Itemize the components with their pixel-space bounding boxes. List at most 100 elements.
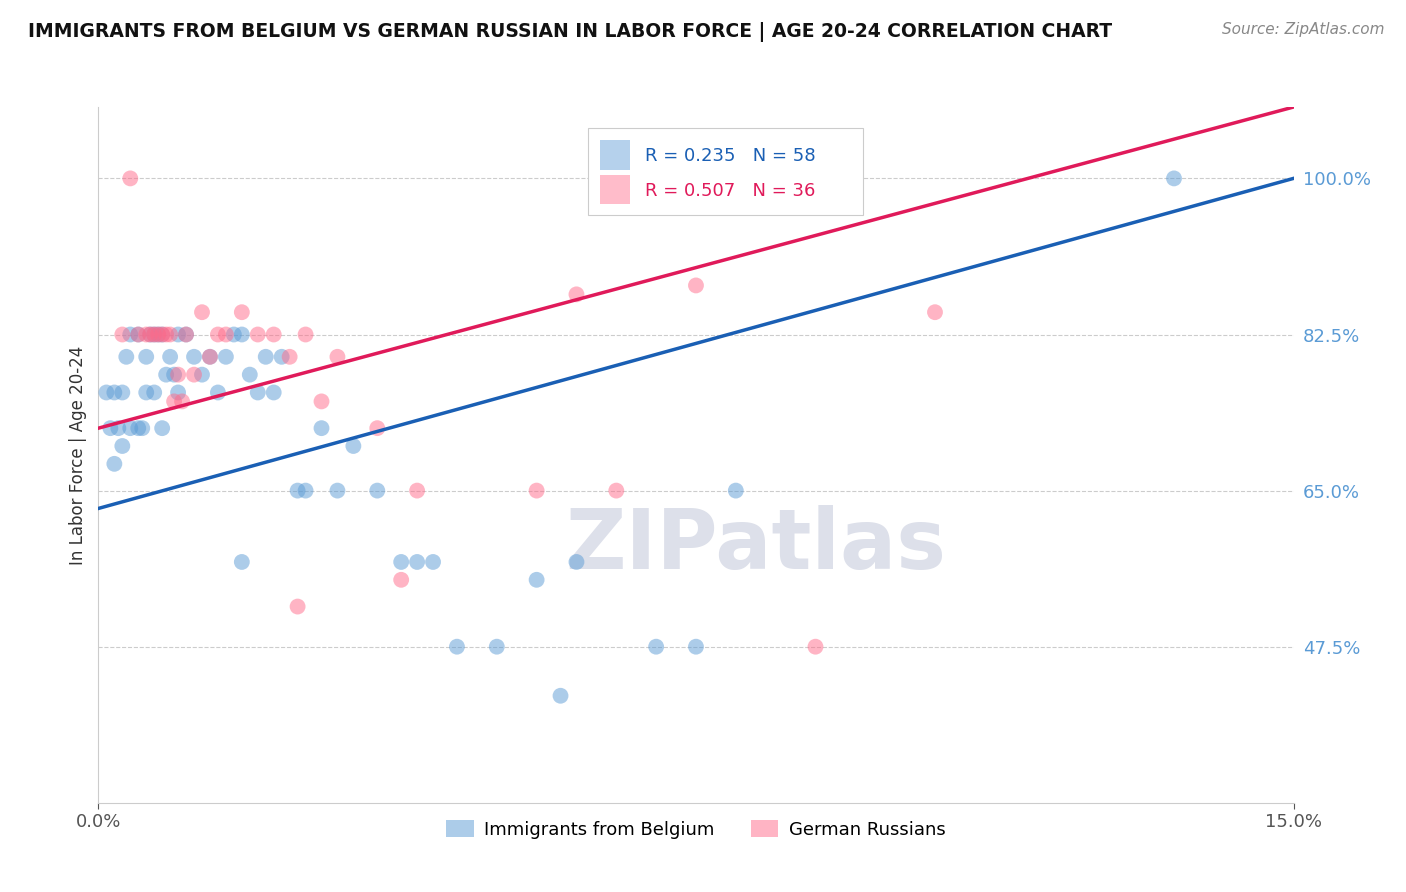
Point [135,327,157,342]
Point [111,385,134,400]
Point [215,327,238,342]
Point [326,483,349,498]
Point [191,368,214,382]
Point [231,305,253,319]
FancyBboxPatch shape [589,128,863,215]
Point [724,483,747,498]
Point [191,305,214,319]
Point [526,573,548,587]
Text: ZIPatlas: ZIPatlas [565,505,946,586]
Point [135,350,157,364]
Point [605,483,627,498]
Point [155,327,177,342]
Point [155,368,177,382]
Point [685,640,707,654]
Point [270,350,292,364]
Point [326,350,349,364]
Point [159,350,181,364]
Point [263,385,285,400]
Point [246,385,269,400]
Point [148,327,170,342]
Point [127,421,149,435]
Point [163,394,186,409]
Point [231,555,253,569]
Point [422,555,444,569]
Text: R = 0.507   N = 36: R = 0.507 N = 36 [644,182,815,200]
Point [294,483,316,498]
Text: IMMIGRANTS FROM BELGIUM VS GERMAN RUSSIAN IN LABOR FORCE | AGE 20-24 CORRELATION: IMMIGRANTS FROM BELGIUM VS GERMAN RUSSIA… [28,22,1112,42]
Y-axis label: In Labor Force | Age 20-24: In Labor Force | Age 20-24 [69,345,87,565]
Point [167,385,190,400]
Point [924,305,946,319]
Point [120,421,142,435]
Point [389,555,412,569]
Point [150,421,173,435]
Point [143,385,166,400]
Text: Source: ZipAtlas.com: Source: ZipAtlas.com [1222,22,1385,37]
Point [159,327,181,342]
Point [526,483,548,498]
Point [143,327,166,342]
Point [231,327,253,342]
Point [163,368,186,382]
Point [139,327,162,342]
Point [167,368,190,382]
Point [198,350,221,364]
Point [98,421,122,435]
Point [565,555,588,569]
Point [645,640,668,654]
Point [311,421,333,435]
Point [406,555,429,569]
Point [287,483,309,498]
Point [263,327,285,342]
Point [183,368,205,382]
Point [103,385,125,400]
Point [294,327,316,342]
Point [174,327,197,342]
Point [120,171,142,186]
Point [207,327,229,342]
Point [174,327,197,342]
Point [446,640,468,654]
Point [222,327,245,342]
FancyBboxPatch shape [600,140,630,169]
Point [278,350,301,364]
Point [167,327,190,342]
Point [107,421,129,435]
Point [550,689,572,703]
Point [150,327,173,342]
Point [685,278,707,293]
Point [120,327,142,342]
Point [287,599,309,614]
Legend: Immigrants from Belgium, German Russians: Immigrants from Belgium, German Russians [439,814,953,846]
Point [148,327,170,342]
Point [239,368,262,382]
Point [342,439,364,453]
Point [406,483,429,498]
Point [150,327,173,342]
Point [111,439,134,453]
Point [804,640,827,654]
Point [127,327,149,342]
Point [215,350,238,364]
Point [246,327,269,342]
Point [254,350,277,364]
Point [1163,171,1185,186]
Point [135,385,157,400]
Point [366,483,388,498]
Point [96,385,118,400]
Point [103,457,125,471]
Point [115,350,138,364]
Point [172,394,194,409]
Point [183,350,205,364]
Point [198,350,221,364]
Text: R = 0.235   N = 58: R = 0.235 N = 58 [644,147,815,165]
Point [207,385,229,400]
Point [311,394,333,409]
Point [366,421,388,435]
Point [111,327,134,342]
Point [565,287,588,301]
Point [485,640,508,654]
Point [131,421,153,435]
Point [127,327,149,342]
